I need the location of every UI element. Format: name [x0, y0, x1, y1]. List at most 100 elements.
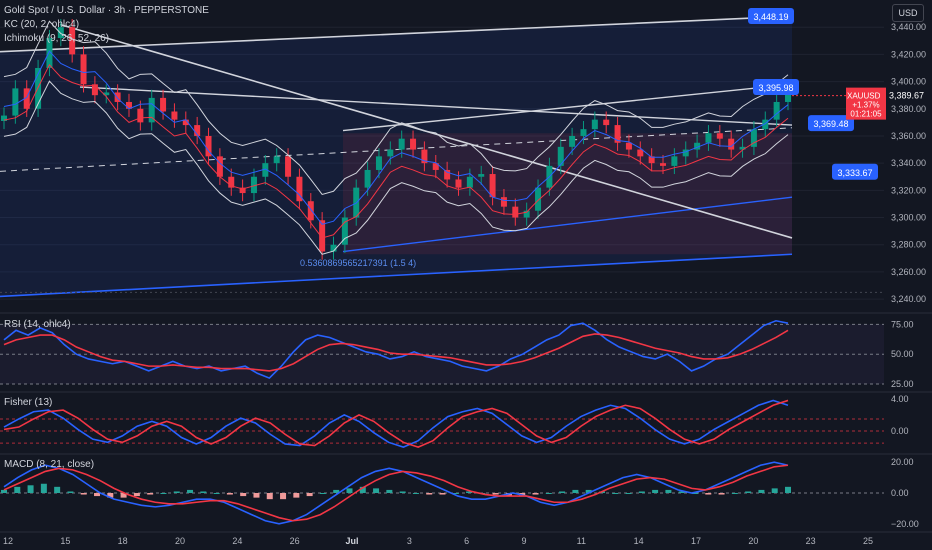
time-axis-tick: 14	[634, 536, 644, 546]
candle	[375, 156, 382, 170]
fisher-legend: Fisher (13)	[4, 397, 52, 408]
last-price-change: +1.37%	[852, 101, 879, 110]
macd-histogram-bar	[94, 493, 101, 497]
macd-histogram-bar	[187, 489, 194, 493]
candle	[12, 88, 19, 116]
price-axis-tick: 3,360.00	[891, 131, 926, 141]
macd-line	[3, 461, 789, 525]
candle	[307, 201, 314, 221]
candle	[285, 156, 292, 177]
time-axis-tick: 26	[290, 536, 300, 546]
macd-histogram-bar	[452, 493, 459, 494]
macd-histogram-bar	[492, 493, 499, 495]
macd-histogram-bar	[545, 493, 552, 494]
candle	[716, 133, 723, 139]
price-label-text: 3,395.98	[758, 83, 793, 93]
price-label-text: 3,369.48	[813, 119, 848, 129]
candle	[682, 149, 689, 157]
price-label-badge	[748, 8, 794, 25]
macd-histogram-bar	[226, 493, 233, 495]
rsi-ma-line	[3, 329, 789, 372]
candle	[160, 97, 167, 112]
candle	[694, 142, 701, 150]
rsi-band	[0, 324, 884, 385]
candle	[410, 138, 417, 150]
candle	[637, 149, 644, 157]
rsi-tick: 75.00	[891, 319, 914, 329]
candle	[239, 187, 246, 194]
kc-legend[interactable]: KC (20, 2, ohlc4)	[4, 19, 80, 30]
macd-histogram-bar	[200, 491, 207, 493]
macd-legend: MACD (8, 21, close)	[4, 459, 94, 470]
candle	[182, 119, 189, 126]
macd-histogram-bar	[333, 489, 340, 493]
candle	[216, 156, 223, 177]
candle	[591, 119, 598, 130]
candle	[57, 27, 64, 39]
candle	[23, 88, 30, 109]
time-axis-tick: 12	[3, 536, 13, 546]
time-axis-tick: 6	[464, 536, 469, 546]
candle	[557, 146, 564, 166]
macd-histogram-bar	[373, 488, 380, 493]
time-axis-tick: 18	[118, 536, 128, 546]
candle	[466, 176, 473, 188]
trendline-resistance	[79, 86, 793, 126]
macd-tick: −20.00	[891, 519, 919, 529]
price-axis-tick: 3,240.00	[891, 294, 926, 304]
candle	[398, 138, 405, 150]
candle	[785, 92, 791, 102]
time-axis-tick: 9	[521, 536, 526, 546]
macd-histogram-bar	[572, 489, 579, 493]
candle	[455, 179, 462, 188]
ichimoku-legend[interactable]: Ichimoku (9, 26, 52, 26)	[4, 33, 110, 44]
price-axis-tick: 3,400.00	[891, 77, 926, 87]
candle	[444, 169, 451, 180]
macd-histogram-bar	[439, 493, 446, 495]
candle	[705, 133, 712, 143]
candle	[69, 27, 76, 55]
candle	[512, 206, 519, 218]
price-axis-tick: 3,260.00	[891, 267, 926, 277]
candle	[296, 176, 303, 202]
candle	[489, 174, 496, 198]
candle	[171, 111, 178, 120]
candle	[660, 163, 667, 166]
price-axis-tick: 3,280.00	[891, 240, 926, 250]
macd-histogram-bar	[80, 493, 87, 495]
currency-button[interactable]: USD	[892, 4, 924, 22]
time-axis-tick: 20	[748, 536, 758, 546]
candle	[228, 176, 235, 188]
candle	[80, 54, 87, 85]
macd-histogram-bar	[120, 493, 127, 498]
candle	[432, 163, 439, 170]
candle	[728, 138, 735, 150]
macd-histogram-bar	[678, 491, 685, 493]
macd-histogram-bar	[559, 491, 566, 493]
candle	[500, 197, 507, 207]
rsi-legend: RSI (14, ohlc4)	[4, 319, 71, 330]
macd-histogram-bar	[705, 493, 712, 495]
candle	[46, 38, 53, 68]
candle	[250, 176, 257, 194]
rsi-tick: 50.00	[891, 349, 914, 359]
time-axis-tick: 15	[60, 536, 70, 546]
channel-fill	[0, 16, 792, 297]
time-axis-tick: 25	[863, 536, 873, 546]
time-axis-tick: 11	[577, 536, 586, 546]
macd-histogram-bar	[758, 489, 765, 493]
macd-histogram-bar	[14, 486, 21, 493]
macd-histogram-bar	[386, 489, 393, 493]
fisher-tick: 0.00	[891, 426, 909, 436]
candle	[671, 156, 678, 166]
macd-histogram-bar	[359, 486, 366, 493]
candle	[478, 174, 485, 177]
candle	[625, 142, 632, 150]
candle	[1, 115, 7, 122]
kc-lower-line	[3, 80, 789, 255]
price-label-badge	[832, 163, 878, 180]
price-label-text: 3,448.19	[753, 12, 788, 22]
macd-histogram-bar	[253, 493, 260, 498]
macd-signal-line	[3, 464, 789, 522]
